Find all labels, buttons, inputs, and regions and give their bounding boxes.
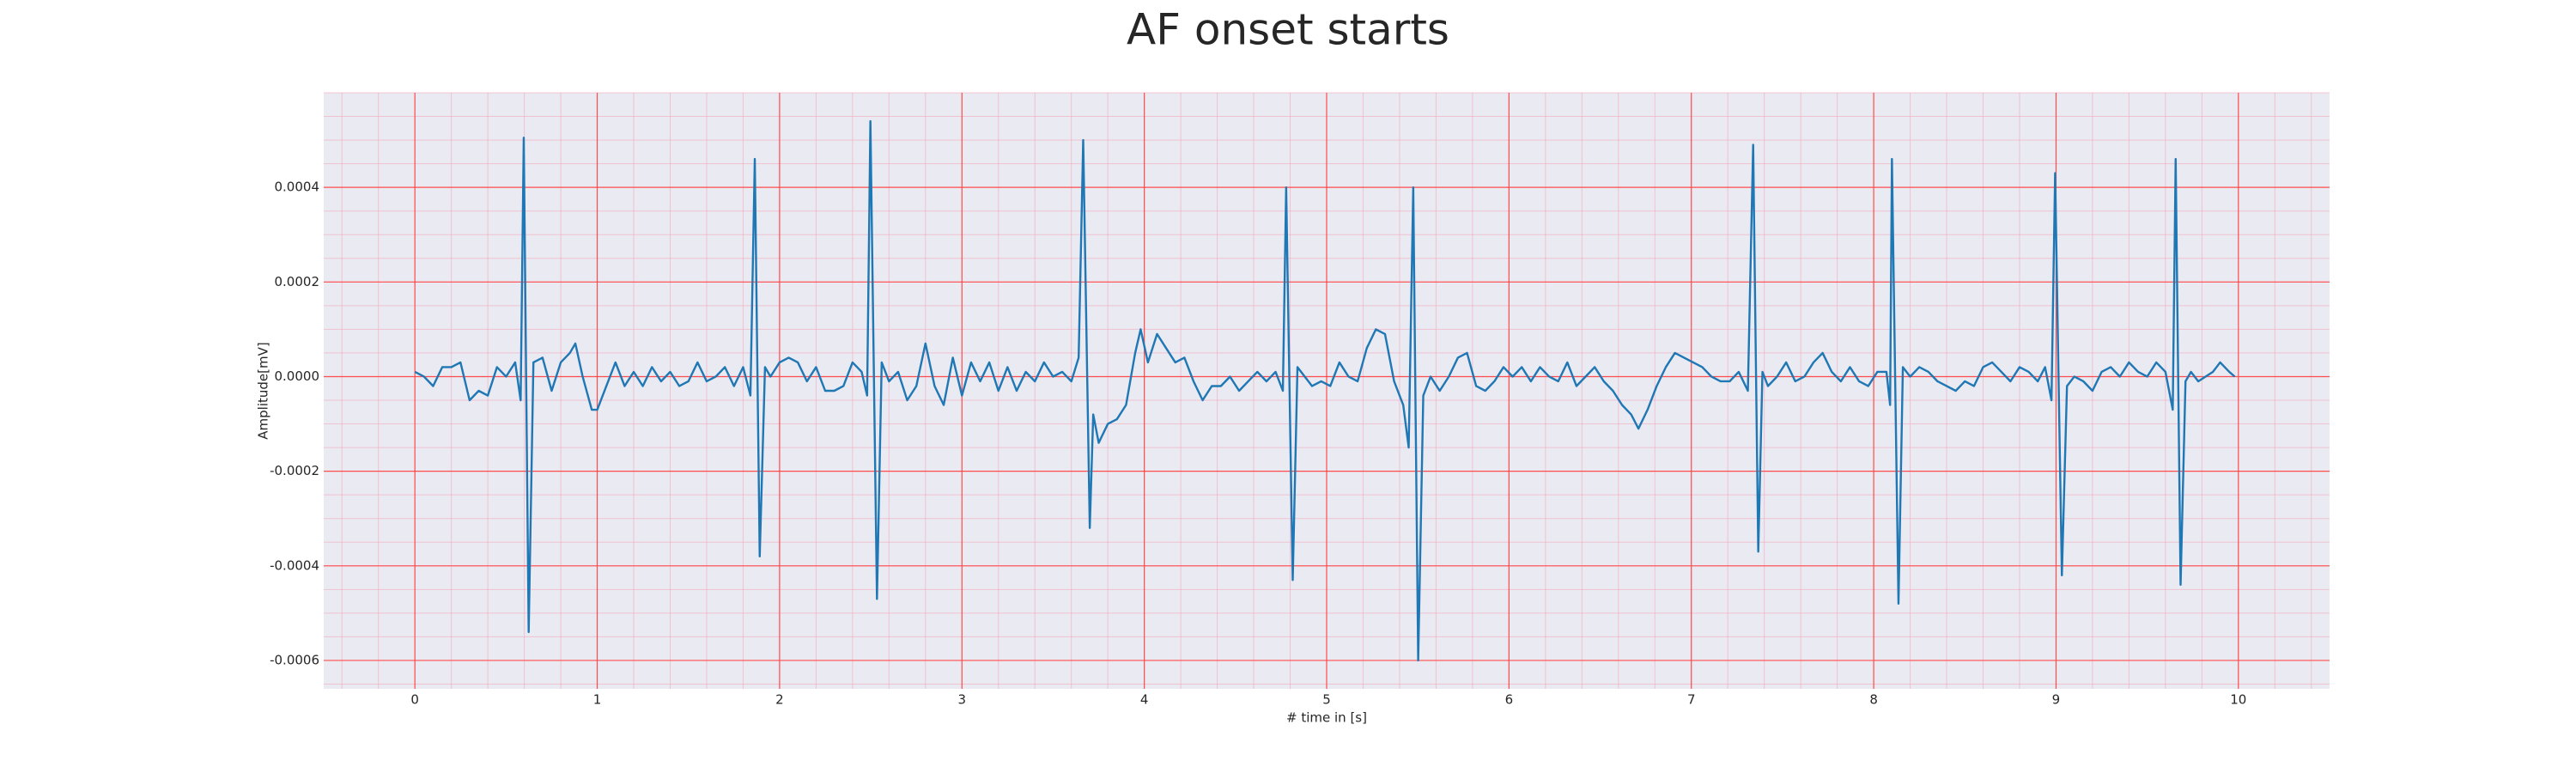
- x-tick-label: 8: [1869, 692, 1878, 708]
- x-tick-label: 7: [1687, 692, 1696, 708]
- x-tick-label: 5: [1322, 692, 1331, 708]
- x-tick-label: 3: [957, 692, 966, 708]
- signal-line: [414, 119, 2236, 662]
- x-tick-label: 4: [1140, 692, 1149, 708]
- y-tick-label: -0.0004: [270, 557, 319, 573]
- x-tick-label: 0: [410, 692, 419, 708]
- y-tick-label: -0.0006: [270, 652, 319, 667]
- y-tick-label: 0.0004: [275, 180, 320, 195]
- x-tick-label: 2: [775, 692, 784, 708]
- y-tick-label: -0.0002: [270, 463, 319, 478]
- x-tick-label: 1: [593, 692, 602, 708]
- x-tick-label: 9: [2052, 692, 2061, 708]
- y-tick-label: 0.0002: [275, 274, 320, 289]
- chart-title: AF onset starts: [1127, 5, 1449, 55]
- x-tick-label: 10: [2230, 692, 2246, 708]
- x-tick-label: 6: [1505, 692, 1514, 708]
- y-axis-label: Amplitude[mV]: [256, 342, 271, 439]
- x-axis-label: # time in [s]: [1286, 710, 1367, 726]
- y-tick-label: 0.0000: [275, 368, 320, 384]
